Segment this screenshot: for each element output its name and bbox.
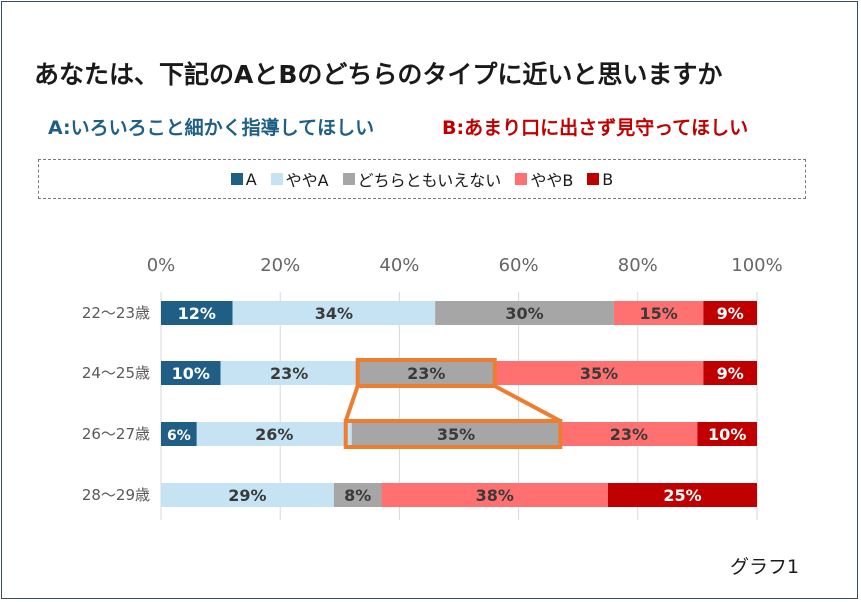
category-label: 24～25歳: [82, 364, 150, 382]
legend-item-a: A: [230, 169, 257, 189]
subtitle-a: A:いろいろこと細かく指導してほしい: [48, 117, 375, 139]
data-label: 26%: [255, 425, 293, 444]
data-label: 35%: [580, 364, 618, 383]
legend-swatch-yaya-a: [270, 173, 283, 185]
subtitle-b: B:あまり口に出さず見守ってほしい: [442, 117, 749, 139]
legend-swatch-a: [230, 173, 243, 185]
data-label: 35%: [437, 425, 475, 444]
legend-item-neutral: どちらともいえない: [342, 167, 502, 191]
bar-segment: [161, 422, 197, 446]
legend-item-yaya-b: ややB: [515, 167, 573, 191]
bar-segment: [220, 361, 358, 385]
highlight-connector-right: [493, 384, 562, 423]
bar-segment: [494, 361, 704, 385]
data-label: 15%: [640, 304, 678, 323]
category-label: 22～23歳: [82, 304, 150, 322]
legend-swatch-neutral: [342, 173, 355, 185]
legend-label-b: B: [602, 169, 614, 189]
x-tick-label: 100%: [731, 255, 782, 276]
bar-segment: [608, 483, 757, 507]
legend-label-a: A: [245, 169, 257, 189]
bar-segment: [613, 301, 704, 325]
category-label: 28～29歳: [82, 486, 150, 504]
data-label: 12%: [178, 304, 216, 323]
x-tick-label: 80%: [618, 255, 658, 276]
data-label: 10%: [172, 364, 210, 383]
legend-swatch-yaya-b: [515, 173, 528, 185]
figure-caption: グラフ1: [730, 556, 800, 578]
data-label: 9%: [717, 304, 744, 323]
category-label: 26～27歳: [82, 425, 150, 443]
bar-segment: [381, 483, 608, 507]
highlight-connector-left: [343, 385, 360, 422]
legend-swatch-b: [587, 173, 600, 185]
legend-item-b: B: [587, 170, 613, 189]
data-label: 8%: [344, 486, 371, 505]
data-label: 34%: [315, 304, 353, 323]
data-label: 30%: [505, 304, 543, 323]
data-label: 38%: [476, 486, 514, 505]
bar-segment: [703, 301, 757, 325]
bar-segment: [435, 301, 614, 325]
x-tick-label: 40%: [379, 255, 419, 276]
x-tick-label: 20%: [260, 255, 300, 276]
data-label: 25%: [663, 486, 701, 505]
legend-label-yaya-a: ややA: [285, 171, 329, 190]
legend: A ややA どちらともいえない ややB B: [38, 159, 806, 199]
bar-segment: [703, 361, 757, 385]
legend-label-neutral: どちらともいえない: [357, 171, 502, 190]
highlight-box-upper: [355, 358, 497, 388]
bar-segment: [232, 301, 436, 325]
highlight-box-lower: [343, 419, 563, 449]
data-label: 23%: [610, 425, 648, 444]
bar-segment: [161, 301, 233, 325]
data-label: 23%: [270, 364, 308, 383]
x-tick-label: 60%: [499, 255, 539, 276]
data-label: 23%: [407, 364, 445, 383]
bar-segment: [357, 361, 495, 385]
bar-segment: [351, 422, 561, 446]
bar-segment: [196, 422, 352, 446]
bar-segment: [560, 422, 698, 446]
bar-segment: [161, 483, 334, 507]
legend-label-yaya-b: ややB: [530, 171, 574, 190]
bar-segment: [697, 422, 757, 446]
bar-segment: [333, 483, 382, 507]
legend-item-yaya-a: ややA: [270, 167, 329, 191]
data-label: 9%: [717, 364, 744, 383]
chart-title: あなたは、下記のAとBのどちらのタイプに近いと思いますか: [34, 60, 723, 89]
bar-segment: [161, 361, 221, 385]
data-label: 10%: [708, 425, 746, 444]
data-label: 6%: [167, 428, 191, 444]
x-tick-label: 0%: [147, 255, 176, 276]
data-label: 29%: [228, 486, 266, 505]
